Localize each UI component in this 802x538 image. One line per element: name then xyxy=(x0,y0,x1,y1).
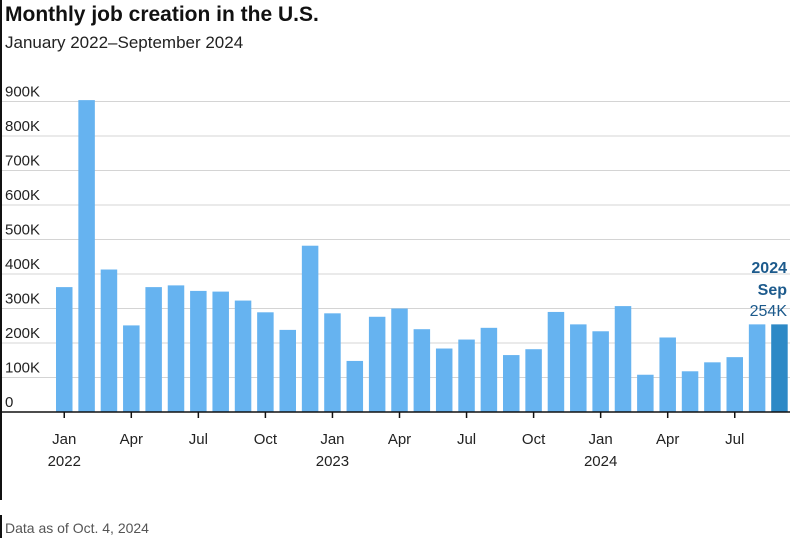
bar-2023-03 xyxy=(368,316,386,412)
bar-2023-12 xyxy=(570,324,587,412)
footer-note: Data as of Oct. 4, 2024 xyxy=(5,520,149,536)
bar-2022-10 xyxy=(257,312,274,412)
y-tick-label-5: 500K xyxy=(5,222,40,239)
bar-2023-07 xyxy=(458,339,475,412)
bar-2023-06 xyxy=(435,348,453,412)
bar-2023-02 xyxy=(346,360,364,412)
bar-2022-01 xyxy=(56,287,73,412)
x-tick-month-1: Apr xyxy=(120,431,143,448)
bar-2023-01 xyxy=(324,313,341,412)
left-rule xyxy=(0,0,2,500)
bar-2022-12 xyxy=(301,245,319,412)
bar-2024-02 xyxy=(614,306,632,412)
bar-2022-07 xyxy=(190,290,207,412)
x-tick-month-2: Jul xyxy=(189,431,208,448)
bar-2022-09 xyxy=(234,300,252,412)
y-tick-label-1: 100K xyxy=(5,360,40,377)
y-tick-label-3: 300K xyxy=(5,291,40,308)
bar-2022-05 xyxy=(145,287,162,412)
bar-2024-08 xyxy=(748,324,766,412)
bar-2023-05 xyxy=(413,329,431,412)
x-axis-ticks: Jan 2022 Apr Jul Oct Jan 2023 Apr Jul Oct Jan 2024 A… xyxy=(48,412,744,470)
callout-year: 2024 xyxy=(751,260,787,277)
x-tick-month-4: Jan xyxy=(320,431,344,448)
x-tick-month-3: Oct xyxy=(254,431,278,448)
bar-2024-07 xyxy=(726,357,743,412)
footer-rule xyxy=(0,515,2,538)
x-tick-year-0: 2022 xyxy=(48,453,81,470)
y-tick-label-6: 600K xyxy=(5,187,40,204)
bar-2024-03 xyxy=(637,374,654,412)
x-tick-month-0: Jan xyxy=(52,431,76,448)
bar-2023-10 xyxy=(525,349,542,412)
bar-2022-06 xyxy=(167,285,185,412)
bar-2022-04 xyxy=(123,325,140,412)
y-tick-label-8: 800K xyxy=(5,118,40,135)
bar-2022-08 xyxy=(212,291,229,412)
bar-2024-01 xyxy=(592,331,609,412)
job-creation-bar-chart: 0 100K 200K 300K 400K 500K 600K 700K 800K 900K Ja… xyxy=(2,84,790,470)
bars xyxy=(56,100,788,413)
x-tick-month-8: Jan xyxy=(589,431,613,448)
y-tick-label-4: 400K xyxy=(5,256,40,273)
bar-2022-11 xyxy=(279,329,296,412)
bar-2024-09 xyxy=(771,324,788,412)
bar-2024-05 xyxy=(681,371,699,412)
x-tick-month-9: Apr xyxy=(656,431,679,448)
y-tick-label-7: 700K xyxy=(5,153,40,170)
x-tick-month-10: Jul xyxy=(725,431,744,448)
x-tick-month-6: Jul xyxy=(457,431,476,448)
y-tick-label-0: 0 xyxy=(5,394,13,411)
bar-2023-04 xyxy=(391,308,408,412)
bar-2023-09 xyxy=(503,355,520,412)
bar-2023-11 xyxy=(547,311,565,412)
bar-2024-04 xyxy=(659,337,676,412)
bar-2024-06 xyxy=(704,362,721,412)
chart-title: Monthly job creation in the U.S. xyxy=(5,3,319,26)
y-tick-label-9: 900K xyxy=(5,84,40,101)
y-tick-label-2: 200K xyxy=(5,325,40,342)
x-tick-month-5: Apr xyxy=(388,431,411,448)
x-tick-year-8: 2024 xyxy=(584,453,617,470)
bar-2023-08 xyxy=(480,327,498,412)
chart-subtitle: January 2022–September 2024 xyxy=(5,33,244,52)
x-tick-month-7: Oct xyxy=(522,431,546,448)
x-tick-year-4: 2023 xyxy=(316,453,349,470)
y-axis-labels: 0 100K 200K 300K 400K 500K 600K 700K 800K 900K xyxy=(5,84,40,412)
callout-month: Sep xyxy=(758,282,788,299)
callout-value: 254K xyxy=(750,303,788,320)
bar-2022-03 xyxy=(100,269,118,412)
latest-value-callout: 2024 Sep 254K xyxy=(750,260,788,320)
bar-2022-02 xyxy=(78,100,95,413)
